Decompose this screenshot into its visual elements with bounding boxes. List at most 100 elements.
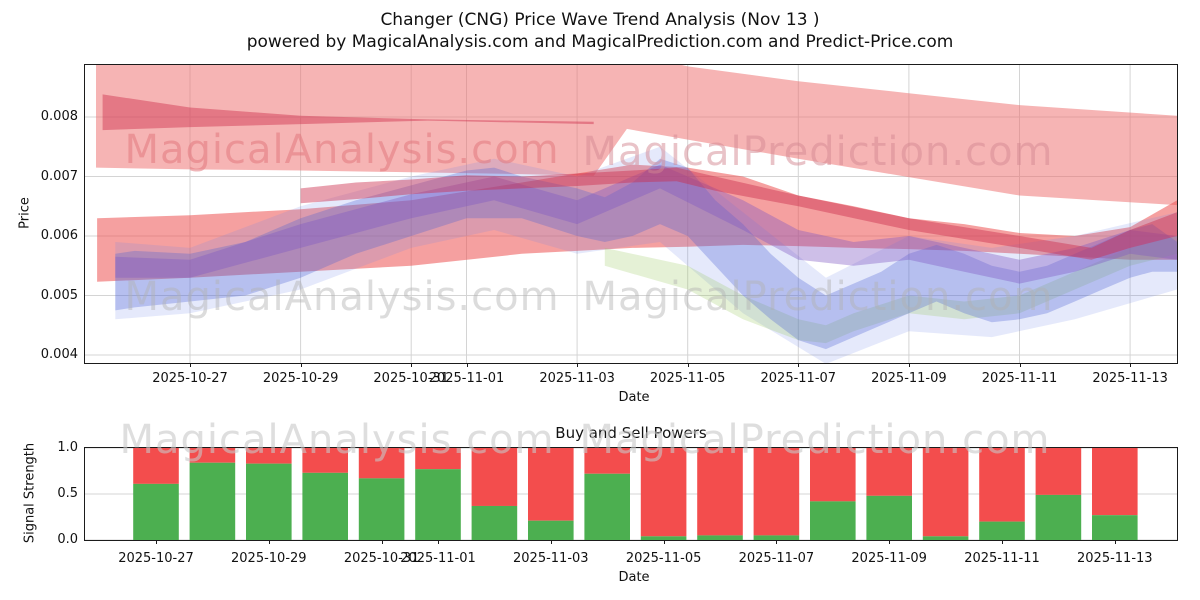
price-x-tick-label: 2025-11-03 <box>539 371 615 386</box>
blue-outer-wave-band <box>115 146 1177 363</box>
power-x-axis-label: Date <box>618 570 650 585</box>
price-y-tick-label: 0.007 <box>40 168 78 184</box>
power-x-tick-label: 2025-11-03 <box>513 551 589 566</box>
power-x-tick <box>381 540 383 544</box>
power-x-tick <box>776 540 778 544</box>
price-y-tick-label: 0.005 <box>40 287 78 303</box>
power-x-tick <box>268 540 270 544</box>
buy-bar-segment <box>1035 494 1082 540</box>
price-x-tick <box>577 363 579 367</box>
price-x-tick-label: 2025-11-01 <box>428 371 505 386</box>
price-x-tick-label: 2025-10-27 <box>152 371 228 386</box>
buy-bar-segment <box>697 535 743 540</box>
buy-bar-segment <box>866 495 912 540</box>
power-chart-title: Buy and Sell Powers <box>555 424 707 442</box>
power-y-tick-label: 1.0 <box>57 440 78 455</box>
buy-bar-segment <box>302 472 348 540</box>
sell-bar-segment <box>697 448 743 536</box>
power-x-tick <box>889 540 891 544</box>
power-x-tick-label: 2025-10-27 <box>118 551 194 566</box>
sell-bar-segment <box>246 448 292 464</box>
power-x-tick <box>1002 540 1003 544</box>
chart-title: Changer (CNG) Price Wave Trend Analysis … <box>380 10 820 30</box>
power-x-tick <box>550 540 552 544</box>
price-x-tick <box>687 363 689 367</box>
buy-bar-segment <box>189 462 236 540</box>
power-x-tick <box>663 540 665 544</box>
purple-ribbon-band <box>115 164 1177 284</box>
price-x-tick <box>908 363 910 367</box>
sell-bar-segment <box>922 448 969 537</box>
sell-bar-segment <box>302 448 348 473</box>
buy-bar-segment <box>979 521 1025 540</box>
price-x-tick-label: 2025-10-29 <box>262 371 339 386</box>
price-x-tick-label: 2025-11-07 <box>760 371 837 386</box>
price-x-tick <box>300 363 302 367</box>
power-y-tick-label: 0.5 <box>57 486 78 501</box>
buy-bar-segment <box>471 505 518 540</box>
price-x-tick <box>1019 363 1021 367</box>
price-x-tick <box>1130 363 1132 367</box>
price-x-tick <box>798 363 800 367</box>
power-x-tick <box>156 540 157 544</box>
power-x-tick-label: 2025-11-11 <box>964 551 1040 566</box>
power-x-tick-label: 2025-11-07 <box>738 551 815 566</box>
buy-bar-segment <box>246 463 292 540</box>
sell-bar-segment <box>1092 448 1138 516</box>
power-x-tick-label: 2025-11-05 <box>625 551 702 566</box>
sell-bar-segment <box>189 448 236 463</box>
sell-bar-segment <box>415 448 461 470</box>
sell-bar-segment <box>979 448 1025 522</box>
price-x-tick-label: 2025-11-13 <box>1092 371 1168 386</box>
price-x-tick <box>466 363 468 367</box>
price-x-axis-label: Date <box>618 390 650 405</box>
power-x-tick-label: 2025-11-13 <box>1077 551 1153 566</box>
blue-main-wave-band <box>115 158 1177 350</box>
red-upper-forecast-band <box>96 65 1177 206</box>
price-bands-canvas <box>85 65 1177 363</box>
sell-bar-segment <box>1035 448 1082 495</box>
buy-bar-segment <box>133 483 179 540</box>
buy-bar-segment <box>528 520 574 540</box>
price-x-tick-label: 2025-11-09 <box>871 371 947 386</box>
buy-bar-segment <box>753 535 800 540</box>
red-mid-forecast-band <box>97 164 1177 282</box>
price-x-tick-label: 2025-10-31 <box>373 371 449 386</box>
buy-bar-segment <box>584 473 630 540</box>
dark-red-trend-ribbon <box>300 167 1177 260</box>
power-x-tick <box>438 540 439 544</box>
power-x-tick-label: 2025-11-09 <box>851 551 927 566</box>
sell-bar-segment <box>810 448 856 502</box>
sell-bar-segment <box>866 448 912 496</box>
price-plot-area <box>84 64 1178 364</box>
sell-bar-segment <box>528 448 574 521</box>
sell-bar-segment <box>640 448 687 537</box>
price-y-tick-label: 0.004 <box>40 347 78 362</box>
power-x-tick-label: 2025-10-31 <box>343 551 420 566</box>
power-x-tick-label: 2025-11-01 <box>400 551 476 566</box>
power-y-tick-label: 0.0 <box>57 532 78 547</box>
chart-subtitle: powered by MagicalAnalysis.com and Magic… <box>246 32 954 52</box>
buy-bar-segment <box>358 478 405 540</box>
buy-bar-segment <box>1092 515 1138 540</box>
power-x-tick <box>1114 540 1116 544</box>
buy-bar-segment <box>810 501 856 540</box>
sell-bar-segment <box>358 448 405 479</box>
price-y-tick-label: 0.008 <box>40 109 78 124</box>
sell-bar-segment <box>584 448 630 474</box>
power-bars-canvas <box>85 448 1177 540</box>
buy-bar-segment <box>922 536 969 540</box>
price-x-tick-label: 2025-11-05 <box>649 371 726 386</box>
red-left-wedge-band <box>102 94 594 131</box>
green-wave-band <box>604 236 1177 344</box>
sell-bar-segment <box>471 448 518 506</box>
buy-bar-segment <box>415 469 461 540</box>
power-plot-area <box>84 447 1178 541</box>
price-x-tick <box>190 363 191 367</box>
price-x-tick-label: 2025-11-11 <box>981 371 1058 386</box>
sell-bar-segment <box>753 448 800 536</box>
price-y-tick-label: 0.006 <box>40 228 78 243</box>
price-y-axis-label: Price <box>17 197 33 229</box>
buy-bar-segment <box>640 536 687 540</box>
